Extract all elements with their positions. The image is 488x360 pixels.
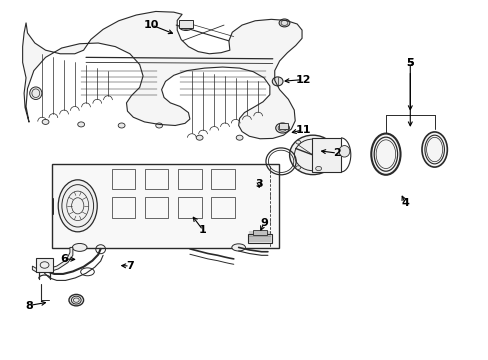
Text: 5: 5 [406,58,413,68]
Text: 4: 4 [401,198,408,208]
Text: 7: 7 [126,261,134,271]
Bar [112,168,135,189]
Text: 11: 11 [295,125,310,135]
Text: 9: 9 [260,218,267,228]
Ellipse shape [72,243,87,251]
Ellipse shape [179,23,192,31]
Bar [178,168,201,189]
Text: 8: 8 [25,301,33,311]
Bar [112,197,135,218]
Ellipse shape [275,123,289,133]
Ellipse shape [196,135,203,140]
Text: 1: 1 [199,225,206,235]
Ellipse shape [58,180,97,232]
Ellipse shape [156,123,162,128]
Ellipse shape [231,244,245,251]
Bar [36,258,53,272]
Bar [179,21,192,28]
Bar [253,230,266,234]
Text: 5: 5 [406,58,413,68]
Ellipse shape [289,135,335,175]
Ellipse shape [295,166,300,169]
Ellipse shape [324,140,329,144]
Polygon shape [22,12,302,139]
Ellipse shape [295,140,300,144]
Bar [311,138,340,172]
Text: 3: 3 [255,179,263,189]
Text: 6: 6 [60,254,68,264]
Bar [52,164,278,248]
Ellipse shape [421,132,447,167]
Ellipse shape [370,134,400,175]
Ellipse shape [69,294,83,306]
Bar [178,197,201,218]
Ellipse shape [324,166,329,169]
Bar [145,168,168,189]
Ellipse shape [279,19,289,27]
Ellipse shape [315,166,321,171]
Text: 2: 2 [333,148,340,158]
Polygon shape [32,247,73,273]
Bar [278,123,288,129]
Bar [145,197,168,218]
Text: 10: 10 [144,20,159,30]
Ellipse shape [42,120,49,125]
Ellipse shape [338,145,349,157]
Ellipse shape [118,123,125,128]
Ellipse shape [78,122,84,127]
Ellipse shape [30,87,42,99]
Text: 12: 12 [295,75,310,85]
Ellipse shape [236,135,243,140]
Bar [248,234,271,243]
Ellipse shape [272,77,283,86]
Bar [211,168,234,189]
Bar [211,197,234,218]
